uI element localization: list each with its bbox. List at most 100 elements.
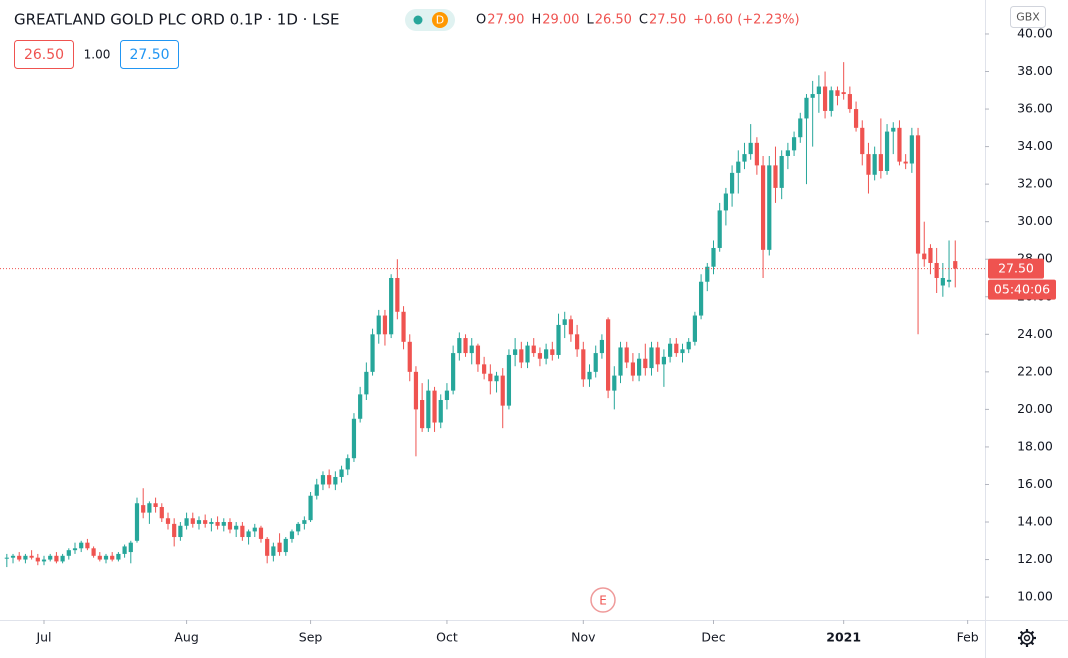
x-tick-label: Oct xyxy=(436,630,458,645)
candle-body xyxy=(680,349,685,354)
candle-body xyxy=(599,339,605,354)
candle-body xyxy=(320,475,326,485)
currency-box[interactable] xyxy=(1010,6,1046,28)
candle-body xyxy=(643,358,648,369)
candle-body xyxy=(649,347,654,369)
x-tick-label: Nov xyxy=(571,630,596,645)
earnings-marker[interactable] xyxy=(590,587,616,613)
candle-body xyxy=(308,495,313,521)
candle-body xyxy=(134,503,140,541)
spread: 1.00 xyxy=(84,48,111,62)
candle-body xyxy=(494,375,499,382)
ohlc-value: 27.50 xyxy=(649,13,686,28)
candle-body xyxy=(277,542,282,553)
candle-body xyxy=(550,349,555,355)
x-tick-label: Dec xyxy=(701,630,725,645)
candle-body xyxy=(754,142,759,166)
earnings-label: E xyxy=(599,594,607,608)
candle-body xyxy=(159,506,164,519)
y-tick-label: 40.00 xyxy=(1017,25,1053,40)
candle-body xyxy=(184,518,189,526)
candle-body xyxy=(606,319,611,391)
candle-body xyxy=(172,523,177,538)
candle-body xyxy=(537,353,543,359)
candle-body xyxy=(252,527,257,532)
last-price-tag xyxy=(988,258,1044,279)
candle-body xyxy=(915,135,921,254)
candle-body xyxy=(165,518,171,524)
ask-box[interactable] xyxy=(120,40,179,69)
candle-body xyxy=(370,334,375,372)
candle-body xyxy=(798,118,803,138)
candle-body xyxy=(655,347,660,365)
last-price-label: 27.50 xyxy=(998,261,1034,276)
candle-body xyxy=(562,319,567,325)
candle-body xyxy=(79,542,84,549)
candle-body xyxy=(358,394,363,419)
y-tick-label: 20.00 xyxy=(1017,401,1053,416)
y-tick-label: 36.00 xyxy=(1017,101,1053,116)
candle-body xyxy=(103,555,109,560)
candle-body xyxy=(401,311,406,342)
candle-body xyxy=(686,341,691,350)
y-tick-label: 30.00 xyxy=(1017,213,1053,228)
ohlc-key: C xyxy=(639,13,648,28)
candle-body xyxy=(35,557,40,562)
candle-body xyxy=(444,390,450,401)
candle-body xyxy=(841,92,846,95)
ohlc-key: O xyxy=(476,13,486,28)
currency: GBX xyxy=(1016,11,1040,24)
candle-body xyxy=(804,97,809,119)
candle-body xyxy=(723,193,728,211)
candle-body xyxy=(91,548,96,556)
candle-body xyxy=(432,390,437,423)
candle-body xyxy=(17,555,22,560)
candle-body xyxy=(339,469,344,477)
indicator-toggle[interactable]: D xyxy=(405,9,455,31)
candle-body xyxy=(637,358,642,376)
settings-icon[interactable] xyxy=(1018,629,1036,647)
candle-body xyxy=(897,127,902,162)
candle-body xyxy=(946,279,952,282)
candle-body xyxy=(909,135,914,164)
candle-body xyxy=(822,86,828,111)
candle-body xyxy=(389,277,394,335)
countdown-label: 05:40:06 xyxy=(994,282,1050,297)
candle-body xyxy=(760,165,766,250)
x-tick-label: Aug xyxy=(174,630,198,645)
candle-body xyxy=(674,343,679,354)
candle-body xyxy=(178,525,183,538)
candle-body xyxy=(519,349,524,363)
candle-body xyxy=(934,262,939,278)
candle-body xyxy=(97,555,102,560)
candle-body xyxy=(860,127,865,155)
ohlc-value: 26.50 xyxy=(595,13,632,28)
candle-body xyxy=(525,345,530,363)
candle-body xyxy=(196,520,202,524)
candle-body xyxy=(463,338,468,354)
bid-price: 26.50 xyxy=(24,47,64,63)
candle-body xyxy=(618,347,623,376)
candle-body xyxy=(612,375,617,391)
ask-price: 27.50 xyxy=(129,47,169,63)
candle-body xyxy=(147,503,152,513)
candle-body xyxy=(333,476,338,485)
candle-body xyxy=(407,341,412,372)
candle-body xyxy=(23,555,28,560)
candle-body xyxy=(475,345,481,365)
symbol-title[interactable]: GREATLAND GOLD PLC ORD 0.1P · 1D · LSE xyxy=(14,11,340,29)
candle-body xyxy=(488,373,493,382)
bid-box[interactable] xyxy=(14,40,74,69)
ohlc-legend: O 27.90 H 29.00 L 26.50 C 27.50 +0.60 (+2.23%) xyxy=(476,13,800,28)
y-tick-label: 14.00 xyxy=(1017,514,1053,529)
candle-body xyxy=(531,345,536,354)
x-tick-label: Feb xyxy=(957,630,979,645)
candle-body xyxy=(928,247,933,263)
candle-body xyxy=(240,525,245,538)
candle-body xyxy=(141,505,146,513)
candle-body xyxy=(847,94,852,110)
candle-body xyxy=(469,345,474,354)
candle-body xyxy=(48,555,53,560)
candle-body xyxy=(742,154,747,162)
candle-body xyxy=(296,523,301,532)
